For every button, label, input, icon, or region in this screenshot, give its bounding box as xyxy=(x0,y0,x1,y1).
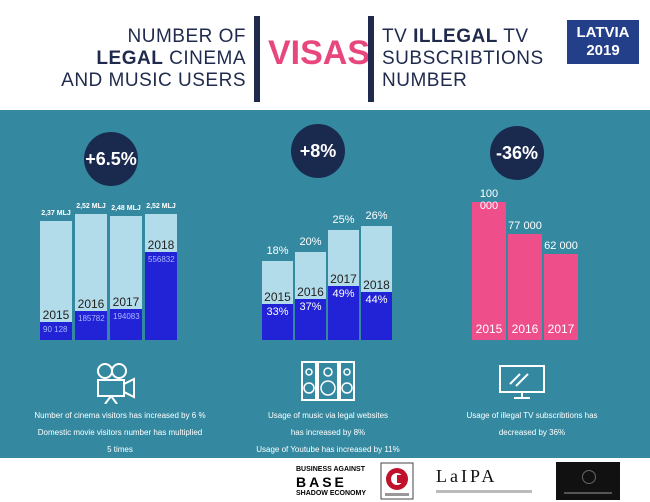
cinema-caption-line2: Domestic movie visitors number has multi… xyxy=(37,428,203,437)
cinema-domestic-bar xyxy=(40,322,72,340)
header-left-line1: NUMBER OF xyxy=(127,26,246,47)
music-caption-line1: Usage of music via legal websites xyxy=(267,411,389,420)
music-youtube-bar xyxy=(361,292,392,340)
cinema-caption: Number of cinema visitors has increased … xyxy=(20,407,220,458)
cinema-year-label: 2016 xyxy=(77,297,105,311)
cinema-total-label: 2,37 MLJ xyxy=(41,210,71,217)
base-logo-line2: BASE xyxy=(296,474,347,490)
header-right-tv: TV xyxy=(382,26,414,47)
cinema-domestic-bar xyxy=(110,309,142,340)
tv-value-label: 100 000 xyxy=(479,188,499,212)
cinema-total-label: 2,52 MLJ xyxy=(76,203,106,210)
film-centre-emblem-icon xyxy=(582,470,596,484)
base-logo-line3: SHADOW ECONOMY xyxy=(296,490,366,497)
cinema-total-bar xyxy=(40,221,72,340)
tv-bar xyxy=(544,254,578,340)
tv-change-circle: -36% xyxy=(490,126,544,180)
tv-caption-line2: decreased by 36% xyxy=(498,428,566,437)
music-youtube-bar xyxy=(295,299,326,340)
speakers-icon xyxy=(301,361,355,401)
music-youtube-bar xyxy=(328,286,359,340)
tv-year-label: 2016 xyxy=(511,322,539,336)
music-year-label: 2018 xyxy=(363,278,390,292)
badge-year: 2019 xyxy=(586,42,620,59)
header-left-line2: CINEMA xyxy=(163,48,246,69)
header-left-line3: AND MUSIC USERS xyxy=(61,70,246,91)
country-year-badge: LATVIA 2019 xyxy=(567,20,639,64)
header-left-title: NUMBER OF LEGAL CINEMA AND MUSIC USERS xyxy=(20,26,246,92)
tv-year-label: 2015 xyxy=(475,322,503,336)
cinema-domestic-label: 194083 xyxy=(113,312,140,321)
tv-caption-line1: Usage of illegal TV subscribtions has xyxy=(466,411,598,420)
footer-logos: BUSINESS AGAINST BASE SHADOW ECONOMY LaI… xyxy=(0,458,650,502)
movie-camera-icon xyxy=(97,363,135,404)
tv-value-label: 62 000 xyxy=(544,240,578,252)
cinema-change-circle: +6.5% xyxy=(84,132,138,186)
cinema-domestic-label: 185782 xyxy=(78,314,105,323)
music-year-label: 2016 xyxy=(297,285,324,299)
cinema-domestic-bar xyxy=(75,311,107,340)
tv-icon xyxy=(499,365,545,399)
music-year-label: 2017 xyxy=(330,272,357,286)
cinema-year-label: 2018 xyxy=(147,238,175,252)
tv-chart: 100 000 2015 77 000 2016 62 000 2017 xyxy=(472,188,582,340)
cinema-total-label: 2,48 MLJ xyxy=(111,205,141,212)
cinema-year-label: 2015 xyxy=(42,308,70,322)
film-centre-logo-subline xyxy=(564,492,612,494)
header-right-illegal: ILLEGAL xyxy=(413,26,498,47)
music-chart: 18% 2015 33% 20% 2016 37% 25% 2017 49% 26% 2018 44% xyxy=(262,190,394,340)
music-youtube-label: 33% xyxy=(266,306,289,318)
music-caption-line2: has increased by 8% xyxy=(290,428,366,437)
badge-country: LATVIA xyxy=(576,24,630,41)
music-caption-line3: Usage of Youtube has increased by 11% xyxy=(256,445,400,454)
music-legal-label: 25% xyxy=(332,214,355,226)
music-youtube-label: 44% xyxy=(365,294,388,306)
header-center-title: VISAS xyxy=(268,34,371,72)
header: NUMBER OF LEGAL CINEMA AND MUSIC USERS V… xyxy=(0,0,650,110)
tv-year-label: 2017 xyxy=(547,322,575,336)
laipa-logo: LaIPA xyxy=(436,466,498,486)
music-change-circle: +8% xyxy=(291,124,345,178)
music-legal-label: 20% xyxy=(299,236,322,248)
music-youtube-label: 49% xyxy=(332,288,355,300)
base-logo-line1: BUSINESS AGAINST xyxy=(296,466,365,473)
cinema-total-label: 2,52 MLJ xyxy=(146,203,176,210)
header-left-legal: LEGAL xyxy=(96,48,164,69)
base-logo: BUSINESS AGAINST BASE SHADOW ECONOMY xyxy=(296,466,368,498)
cinema-year-label: 2017 xyxy=(112,295,140,309)
cinema-chart: 2,37 MLJ 2015 90 128 2,52 MLJ 2016 185782 2,48… xyxy=(40,190,180,340)
header-divider-right xyxy=(368,16,374,102)
film-centre-logo xyxy=(556,462,620,500)
copyright-association-logo xyxy=(380,462,414,500)
music-youtube-label: 37% xyxy=(299,301,322,313)
music-legal-label: 18% xyxy=(266,245,289,257)
cinema-caption-line1: Number of cinema visitors has increased … xyxy=(34,411,206,420)
header-right-tv2: TV xyxy=(497,26,529,47)
music-youtube-bar xyxy=(262,304,293,340)
tv-bar xyxy=(472,202,506,340)
cinema-caption-line3: 5 times xyxy=(107,445,133,454)
cinema-domestic-label: 90 128 xyxy=(43,325,68,334)
cinema-domestic-label: 556832 xyxy=(148,255,175,264)
header-divider-left xyxy=(254,16,260,102)
music-year-label: 2015 xyxy=(264,290,291,304)
header-right-line3: NUMBER xyxy=(382,70,468,91)
laipa-logo-subline xyxy=(436,490,532,493)
music-legal-label: 26% xyxy=(365,210,388,222)
tv-bar xyxy=(508,234,542,340)
tv-caption: Usage of illegal TV subscribtions has de… xyxy=(440,407,624,441)
header-right-title: TV ILLEGAL TV SUBSCRIBTIONS NUMBER xyxy=(382,26,562,92)
tv-value-label: 77 000 xyxy=(508,220,542,232)
music-caption: Usage of music via legal websites has in… xyxy=(236,407,420,458)
header-right-line2: SUBSCRIBTIONS xyxy=(382,48,544,69)
cinema-domestic-bar xyxy=(145,252,177,340)
main-panel: +6.5% +8% -36% 2,37 MLJ 2015 90 128 2,52 ML… xyxy=(0,110,650,458)
